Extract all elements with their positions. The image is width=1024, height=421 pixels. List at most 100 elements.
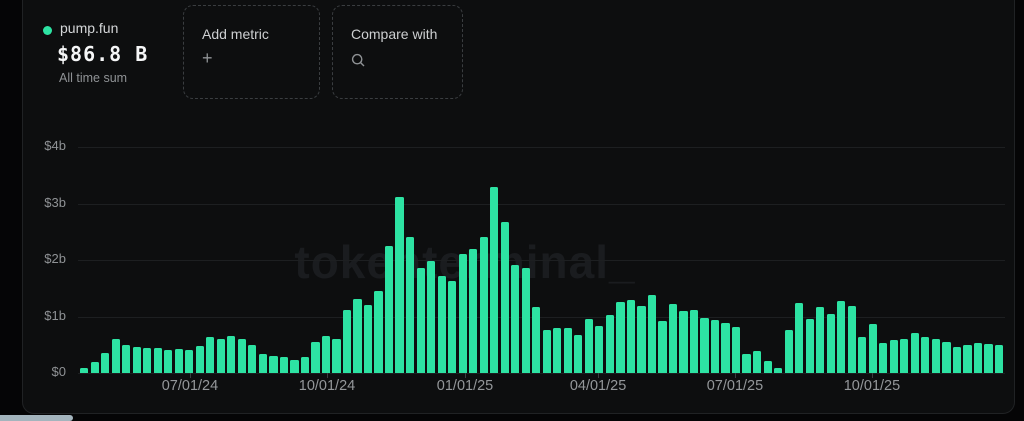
bar[interactable] (80, 368, 89, 373)
bar[interactable] (174, 348, 183, 373)
bar[interactable] (837, 301, 846, 373)
bar[interactable] (216, 338, 225, 373)
bar[interactable] (658, 321, 667, 373)
bar[interactable] (405, 237, 415, 373)
bar[interactable] (900, 338, 909, 373)
bar[interactable] (437, 276, 446, 373)
bar[interactable] (269, 356, 278, 373)
bar[interactable] (311, 341, 320, 373)
bar[interactable] (700, 317, 709, 373)
y-tick-label: $2b (44, 251, 66, 266)
bar[interactable] (300, 357, 310, 373)
bar[interactable] (763, 361, 772, 373)
bar[interactable] (248, 344, 257, 373)
bar[interactable] (847, 306, 856, 373)
plot-area: tokenterminal_ (78, 147, 1005, 378)
bar[interactable] (132, 347, 141, 373)
bar[interactable] (753, 350, 762, 373)
bar[interactable] (731, 326, 741, 373)
bar[interactable] (921, 336, 930, 373)
bar[interactable] (290, 360, 299, 373)
bar[interactable] (805, 318, 814, 373)
bar[interactable] (637, 305, 646, 373)
bar[interactable] (742, 353, 751, 373)
bar[interactable] (384, 245, 394, 373)
bar[interactable] (868, 323, 877, 373)
bar[interactable] (427, 261, 436, 373)
gridline (78, 260, 1005, 261)
bar[interactable] (721, 323, 730, 373)
bar[interactable] (153, 348, 162, 373)
bar[interactable] (910, 333, 919, 373)
bar[interactable] (521, 268, 530, 373)
y-tick-label: $4b (44, 138, 66, 153)
bar[interactable] (143, 347, 152, 373)
bar[interactable] (542, 330, 551, 373)
bar[interactable] (889, 340, 898, 373)
bar[interactable] (237, 339, 246, 373)
bar[interactable] (668, 304, 678, 373)
bar[interactable] (490, 186, 499, 373)
bar[interactable] (101, 352, 110, 373)
bar[interactable] (321, 335, 331, 373)
bar[interactable] (458, 254, 467, 373)
bar[interactable] (342, 310, 352, 373)
bar[interactable] (332, 338, 341, 373)
bar[interactable] (879, 342, 888, 373)
bar[interactable] (195, 346, 204, 373)
bar[interactable] (111, 339, 120, 373)
bar[interactable] (931, 339, 940, 373)
bar[interactable] (279, 357, 289, 373)
bar[interactable] (942, 341, 951, 373)
bar[interactable] (479, 237, 488, 373)
bar[interactable] (353, 299, 362, 373)
bar[interactable] (605, 315, 614, 373)
bar[interactable] (963, 345, 972, 373)
bar[interactable] (984, 343, 993, 373)
bar[interactable] (374, 290, 383, 373)
bar[interactable] (90, 361, 99, 373)
gridline (78, 147, 1005, 148)
bar[interactable] (122, 344, 131, 373)
horizontal-scrollbar-thumb[interactable] (0, 415, 73, 421)
bar[interactable] (858, 337, 867, 373)
bar[interactable] (626, 300, 636, 373)
bar[interactable] (469, 248, 478, 373)
bar[interactable] (258, 353, 267, 373)
bar[interactable] (164, 349, 173, 373)
bar[interactable] (395, 196, 404, 373)
series-total-value: $86.8 B (57, 42, 149, 66)
bar[interactable] (574, 335, 583, 373)
bar[interactable] (363, 304, 373, 373)
bar[interactable] (795, 302, 804, 373)
bar[interactable] (227, 336, 236, 373)
bar[interactable] (584, 318, 593, 373)
bar[interactable] (816, 307, 825, 373)
bar[interactable] (416, 268, 425, 373)
bar[interactable] (511, 265, 520, 373)
bar[interactable] (206, 336, 215, 373)
x-tick-label: 04/01/25 (569, 378, 627, 394)
bar[interactable] (679, 311, 688, 373)
bar[interactable] (994, 345, 1004, 373)
bar[interactable] (647, 295, 657, 373)
bar[interactable] (784, 329, 793, 373)
y-tick-label: $0 (51, 364, 66, 379)
bar[interactable] (185, 349, 194, 373)
bar[interactable] (973, 343, 983, 373)
bar[interactable] (595, 325, 604, 373)
bar[interactable] (500, 222, 509, 373)
bar[interactable] (563, 327, 572, 373)
bar[interactable] (616, 302, 625, 373)
bar[interactable] (448, 281, 457, 373)
bar[interactable] (689, 310, 699, 373)
gridline (78, 373, 1005, 374)
bar[interactable] (553, 328, 562, 373)
bar[interactable] (532, 307, 541, 373)
bar[interactable] (774, 367, 783, 373)
bar[interactable] (710, 319, 720, 373)
add-metric-button[interactable]: Add metric + (183, 5, 320, 99)
bar[interactable] (952, 347, 962, 373)
compare-with-button[interactable]: Compare with (332, 5, 463, 99)
bar[interactable] (826, 314, 835, 373)
